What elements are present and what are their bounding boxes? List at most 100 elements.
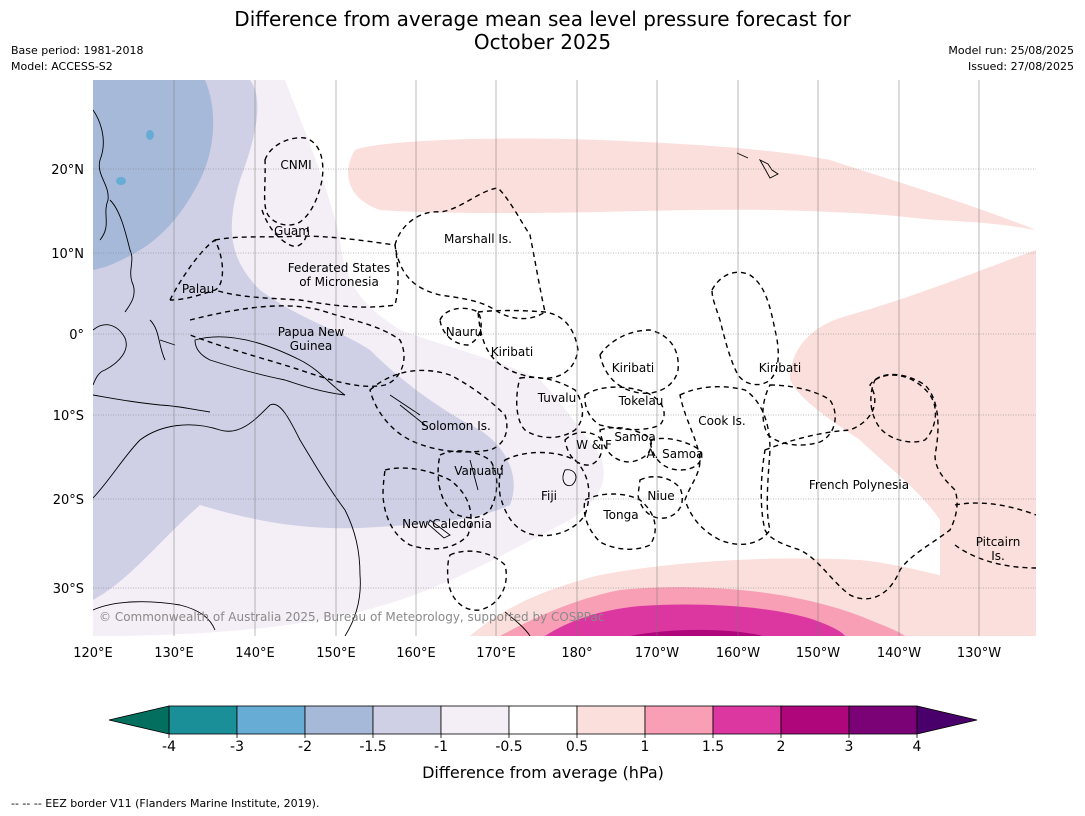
latitude-label: 10°N [51, 247, 84, 262]
place-label: Vanuatu [454, 464, 504, 478]
place-label: Kiribati [759, 361, 801, 375]
place-label: Samoa [614, 430, 655, 444]
colorbar-segment [372, 705, 442, 735]
eez-fiji [498, 451, 590, 537]
coastline-philippines [109, 199, 135, 313]
latitude-label: 20°S [53, 493, 84, 508]
place-label-line: Tonga [602, 508, 638, 522]
eez-vanuatu [437, 450, 498, 519]
place-label-line: W & F [576, 438, 612, 452]
latitude-label: 20°N [51, 163, 84, 178]
colorbar-segment [440, 705, 510, 735]
eez-tonga [583, 493, 656, 550]
eez-marshall [394, 187, 546, 320]
colorbar-segment [576, 705, 646, 735]
place-label-line: Kiribati [491, 345, 533, 359]
place-label-line: of Micronesia [299, 275, 379, 289]
place-label-line: French Polynesia [809, 478, 909, 492]
place-label-line: Pitcairn [976, 535, 1021, 549]
place-label: Tokelau [618, 394, 664, 408]
place-label: Papua New Guinea [278, 325, 345, 353]
place-label: CNMI [280, 158, 311, 172]
map-title-line-2: October 2025 [473, 30, 612, 54]
place-label-line: CNMI [280, 158, 311, 172]
map-title-line-1: Difference from average mean sea level p… [234, 7, 851, 31]
latitude-label: 30°S [53, 582, 84, 597]
place-label-line: Papua New [278, 325, 345, 339]
longitude-label: 160°W [716, 646, 760, 661]
eez-kiribati-east-extension [762, 384, 836, 446]
colorbar-tick-label: -2 [298, 739, 312, 755]
colorbar-tick-label: -3 [230, 739, 244, 755]
eez-fsm [214, 235, 399, 308]
eez-marquesas [870, 374, 937, 443]
place-label: Nauru [446, 325, 482, 339]
place-label-line: Tuvalu [537, 391, 577, 405]
anomaly-region-minus-1-5-to-minus-1 [93, 80, 514, 600]
colorbar-segment [236, 705, 306, 735]
longitude-label: 130°W [957, 646, 1001, 661]
longitude-label: 180° [561, 646, 592, 661]
coastline-fiji [562, 469, 577, 487]
eez-tuvalu [516, 376, 584, 439]
colorbar-segment [644, 705, 714, 735]
anomaly-region-minus-3-to-minus-2 [146, 130, 154, 140]
longitude-label: 130°E [154, 646, 194, 661]
colorbar: -4 -3 -2 -1.5 -1 -0.5 0.5 1 1.5 2 3 4 Difference fr… [108, 705, 978, 782]
colorbar-segment [712, 705, 782, 735]
place-label-line: Tokelau [618, 394, 664, 408]
longitude-label: 140°E [235, 646, 275, 661]
place-label-line: A. Samoa [647, 447, 704, 461]
place-label-line: Marshall Is. [444, 232, 512, 246]
colorbar-label: Difference from average (hPa) [422, 763, 664, 782]
parallels [93, 168, 1036, 589]
eez-footnote: -- -- -- EEZ border V11 (Flanders Marine… [11, 797, 320, 810]
colorbar-tick-label: -1 [434, 739, 448, 755]
place-label-line: Palau [182, 282, 214, 296]
coastline-hawaii [736, 152, 779, 179]
coastline-solomon-islands [389, 394, 426, 426]
map-panel: CNMI Guam Marshall Is. Palau Federated State… [93, 80, 1036, 636]
eez-palau [169, 238, 224, 301]
eez-french-polynesia [760, 373, 958, 600]
place-label-line: Solomon Is. [421, 419, 491, 433]
meridians [173, 80, 980, 636]
place-label-line: Niue [647, 489, 674, 503]
colorbar-tick-label: 2 [777, 739, 786, 755]
colorbar-tick-label: -0.5 [495, 739, 522, 755]
eez-new-caledonia [382, 467, 472, 550]
model-run: Model run: 25/08/2025 [948, 44, 1074, 57]
longitude-label: 140°W [877, 646, 921, 661]
place-labels: CNMI Guam Marshall Is. Palau Federated State… [182, 158, 1020, 563]
colorbar-tick-label: 4 [913, 739, 922, 755]
anomaly-region-minus-2-to-minus-1-5 [93, 80, 214, 270]
colorbar-under-arrow [108, 705, 170, 735]
eez-solomon [369, 369, 508, 453]
place-label: Tonga [602, 508, 638, 522]
place-label: Pitcairn Is. [976, 535, 1021, 563]
coastline-borneo [93, 324, 127, 386]
coastline-vanuatu [469, 459, 479, 491]
colorbar-segment [848, 705, 918, 735]
place-label-line: Guinea [290, 339, 333, 353]
place-label: A. Samoa [647, 447, 704, 461]
place-label: Marshall Is. [444, 232, 512, 246]
place-label-line: Kiribati [759, 361, 801, 375]
colorbar-tick-label: 0.5 [566, 739, 588, 755]
longitude-label: 150°W [796, 646, 840, 661]
place-label: W & F [576, 438, 612, 452]
colorbar-segment [168, 705, 238, 735]
coastline-new-caledonia [427, 519, 451, 539]
place-label: Niue [647, 489, 674, 503]
base-period: Base period: 1981-2018 [11, 44, 144, 57]
eez-pitcairn [954, 502, 1036, 569]
anomaly-region-minus-3-to-minus-2-small [116, 177, 126, 185]
eez-niue [637, 476, 683, 519]
place-label-line: Guam [274, 224, 310, 238]
eez-borders [169, 137, 1036, 611]
colorbar-tick-labels: -4 -3 -2 -1.5 -1 -0.5 0.5 1 1.5 2 3 4 [162, 734, 922, 755]
coastline-australia [93, 403, 361, 636]
latitude-label: 10°S [53, 409, 84, 424]
coastline-australia-south [93, 601, 216, 631]
